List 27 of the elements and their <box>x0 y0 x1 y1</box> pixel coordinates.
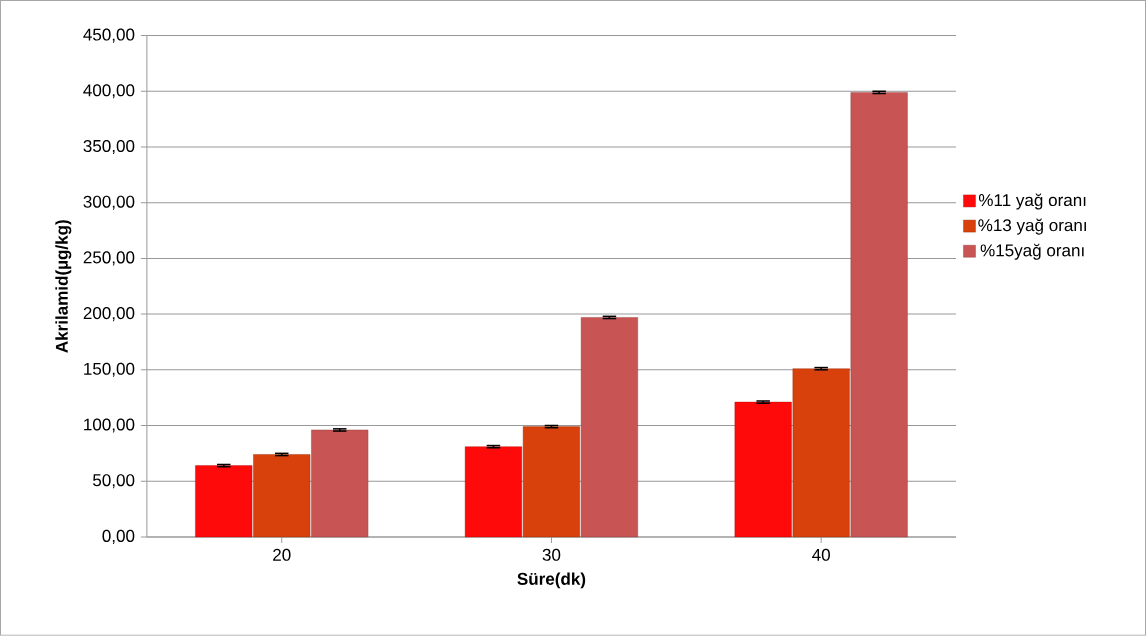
y-tick-label: 50,00 <box>93 474 135 489</box>
y-tick-label: 400,00 <box>83 84 135 99</box>
x-tick-label: 40 <box>812 548 830 562</box>
y-tick-label: 200,00 <box>83 307 135 322</box>
y-tick-label: 150,00 <box>84 362 135 378</box>
y-tick-label: 450,00 <box>83 28 135 43</box>
y-axis-title: Akrilamid(µg/kg) <box>55 220 72 353</box>
legend-label: %15yağ oranı <box>980 243 1084 260</box>
y-tick-label: 300,00 <box>83 195 135 210</box>
bar <box>734 402 792 538</box>
bar <box>253 454 311 538</box>
legend-label: %11 yağ oranı <box>978 193 1086 210</box>
y-tick-label: 250,00 <box>83 251 135 266</box>
bar <box>580 317 638 538</box>
bar <box>311 429 369 538</box>
x-tick-label: 20 <box>273 548 291 562</box>
x-axis-title: Süre(dk) <box>517 572 586 589</box>
x-tick-label: 30 <box>542 548 561 562</box>
y-tick-label: 0,00 <box>102 530 135 545</box>
y-tick-label: 100,00 <box>84 418 135 433</box>
legend-label: %13 yağ oranı <box>978 218 1086 235</box>
bar <box>850 92 908 538</box>
bar <box>195 465 253 538</box>
bar <box>522 426 580 538</box>
bar <box>792 368 850 538</box>
y-tick-label: 350,00 <box>83 140 135 155</box>
bar <box>464 446 522 538</box>
